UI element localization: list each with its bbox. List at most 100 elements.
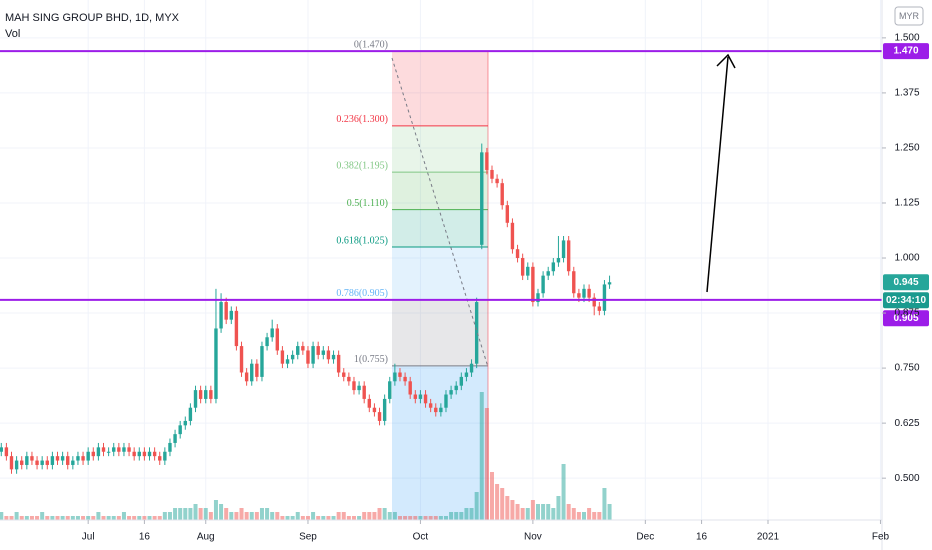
candle-body [127, 447, 131, 452]
volume-bar [576, 512, 581, 520]
volume-bar [152, 516, 157, 520]
candle-body [316, 346, 320, 355]
volume-bar [81, 516, 86, 520]
volume-bar [438, 516, 443, 520]
volume-bar [101, 516, 106, 520]
candle-body [398, 372, 402, 377]
candle-body [423, 394, 428, 404]
candle-body [239, 346, 244, 373]
volume-label: Vol [5, 28, 20, 40]
currency-box[interactable] [894, 6, 924, 26]
volume-bar [65, 516, 70, 520]
volume-bar [464, 508, 469, 520]
volume-bar [213, 500, 218, 520]
fib-label: 0.618(1.025) [336, 235, 388, 246]
volume-bar [561, 464, 566, 520]
volume-bar [459, 512, 464, 520]
candle-body [158, 456, 162, 461]
arrow [706, 53, 736, 293]
volume-bar [295, 512, 300, 520]
volume-bar [484, 408, 489, 520]
price-label-box [883, 43, 929, 60]
volume-bar [162, 512, 167, 520]
candle-body [541, 275, 545, 294]
x-tick-label: Oct [413, 532, 429, 543]
volume-bar [413, 516, 418, 520]
fib-label: 0.5(1.110) [347, 198, 388, 209]
candle-body [280, 350, 285, 364]
candle-body [4, 447, 9, 457]
candle-body [0, 447, 3, 452]
candle-body [40, 460, 44, 465]
volume-bar [50, 516, 55, 520]
y-tick-label: 1.000 [894, 253, 919, 264]
volume-bar [397, 516, 402, 520]
candle-body [413, 394, 418, 399]
candle-body [480, 152, 484, 245]
volume-bar [265, 508, 270, 520]
volume-bar [607, 504, 612, 520]
price-label: 1.470 [893, 46, 918, 57]
candle-body [188, 407, 193, 421]
volume-bar [86, 516, 91, 520]
candle-body [265, 337, 269, 347]
volume-bar [571, 508, 576, 520]
candle-body [582, 288, 586, 298]
volume-bar [418, 516, 423, 520]
price-label: 0.905 [893, 313, 918, 324]
volume-bar [178, 508, 183, 520]
candle-body [183, 420, 187, 426]
y-tick-label: 1.375 [894, 88, 919, 99]
candle-body [142, 451, 147, 457]
volume-bar [551, 508, 556, 520]
axes: 0.500 0.625 0.750 0.875 1.000 1.125 1.250 1.375… [82, 33, 920, 543]
volume-bar [423, 516, 428, 520]
volume-bar [525, 508, 530, 520]
volume-bar [331, 516, 336, 520]
volume-bar [515, 504, 520, 520]
volume-bar [556, 496, 561, 520]
fib-band [392, 125, 488, 173]
volume-bar [300, 516, 305, 520]
candle-body [86, 451, 90, 461]
volume-bar [500, 488, 505, 520]
candle-body [229, 310, 233, 320]
volume-bar [367, 512, 372, 520]
candle-body [96, 447, 101, 457]
volume-bar [96, 512, 101, 520]
candle-body [132, 451, 136, 457]
candle-body [219, 302, 223, 329]
candle-body [122, 447, 126, 452]
date-range-shade [392, 365, 488, 520]
candle-body [198, 390, 203, 399]
last-price-label-box [883, 274, 929, 291]
candle-body [193, 390, 198, 408]
fib-band [392, 51, 488, 126]
fib-band [392, 172, 488, 210]
candle-body [505, 205, 510, 223]
candle-body [531, 266, 535, 303]
volume-bar [70, 516, 75, 520]
y-tick-label: 0.625 [894, 418, 919, 429]
x-tick-label: Jul [82, 532, 95, 543]
candle-body [270, 328, 274, 338]
candle-body [20, 460, 24, 465]
x-tick-label: Dec [636, 532, 654, 543]
candle-body [587, 288, 591, 298]
candle-body [449, 390, 453, 395]
volume-bar [587, 508, 592, 520]
candle-body [526, 266, 530, 276]
candle-body [224, 302, 228, 320]
fib-band [392, 247, 488, 300]
volume-bar [19, 516, 24, 520]
candle-body [352, 381, 356, 391]
y-tick-label: 1.250 [894, 143, 919, 154]
volume-bar [4, 516, 9, 520]
candle-body [367, 398, 372, 408]
volume-bar [157, 516, 162, 520]
volume-bar [316, 516, 321, 520]
volume-bar [9, 516, 14, 520]
candle-body [301, 346, 305, 351]
currency[interactable]: MYR [899, 11, 920, 21]
